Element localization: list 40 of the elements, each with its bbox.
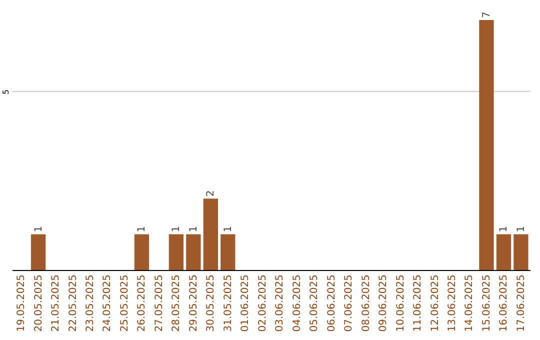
x-tick-label: 08.06.2025 bbox=[360, 274, 372, 332]
x-tick-label: 06.06.2025 bbox=[326, 274, 338, 332]
data-label: 1 bbox=[188, 226, 200, 232]
data-label: 2 bbox=[206, 190, 217, 197]
x-tick-label: 23.05.2025 bbox=[85, 274, 96, 332]
x-tick-label: 07.06.2025 bbox=[344, 274, 355, 332]
x-tick-label: 25.05.2025 bbox=[119, 274, 130, 332]
x-tick-label: 09.06.2025 bbox=[378, 274, 390, 332]
x-tick-label: 16.06.2025 bbox=[498, 274, 510, 332]
x-tick-label: 04.06.2025 bbox=[292, 274, 303, 332]
data-label: 1 bbox=[33, 226, 44, 232]
y-tick-label: 5 bbox=[2, 89, 10, 94]
x-tick-label: 27.05.2025 bbox=[154, 274, 165, 332]
x-tick-label: 03.06.2025 bbox=[274, 274, 286, 332]
x-tick-label: 14.06.2025 bbox=[464, 274, 476, 332]
x-tick-label: 22.05.2025 bbox=[68, 274, 79, 332]
x-tick-label: 19.05.2025 bbox=[16, 274, 28, 332]
x-tick-label: 24.05.2025 bbox=[102, 274, 114, 332]
x-tick-label: 30.05.2025 bbox=[206, 274, 217, 332]
data-label: 1 bbox=[516, 226, 527, 232]
x-tick-label: 13.06.2025 bbox=[447, 274, 458, 332]
x-tick-label: 05.06.2025 bbox=[309, 274, 320, 332]
x-tick-label: 31.05.2025 bbox=[222, 274, 234, 332]
x-tick-label: 10.06.2025 bbox=[395, 274, 406, 332]
x-tick-label: 02.06.2025 bbox=[257, 274, 268, 332]
data-label: 7 bbox=[481, 12, 492, 18]
x-tick-label: 01.06.2025 bbox=[240, 274, 252, 332]
data-label: 1 bbox=[136, 226, 148, 232]
x-tick-label: 29.05.2025 bbox=[188, 274, 200, 332]
data-label: 1 bbox=[498, 226, 510, 232]
x-tick-label: 17.06.2025 bbox=[516, 274, 527, 332]
data-label: 1 bbox=[171, 226, 182, 232]
x-tick-label: 11.06.2025 bbox=[412, 274, 424, 332]
x-tick-label: 20.05.2025 bbox=[33, 274, 44, 332]
x-tick-label: 15.06.2025 bbox=[481, 274, 492, 332]
x-tick-label: 26.05.2025 bbox=[136, 274, 148, 332]
x-tick-label: 28.05.2025 bbox=[171, 274, 182, 332]
x-tick-label: 12.06.2025 bbox=[430, 274, 441, 332]
data-label: 1 bbox=[222, 226, 234, 232]
x-tick-label: 21.05.2025 bbox=[50, 274, 62, 332]
